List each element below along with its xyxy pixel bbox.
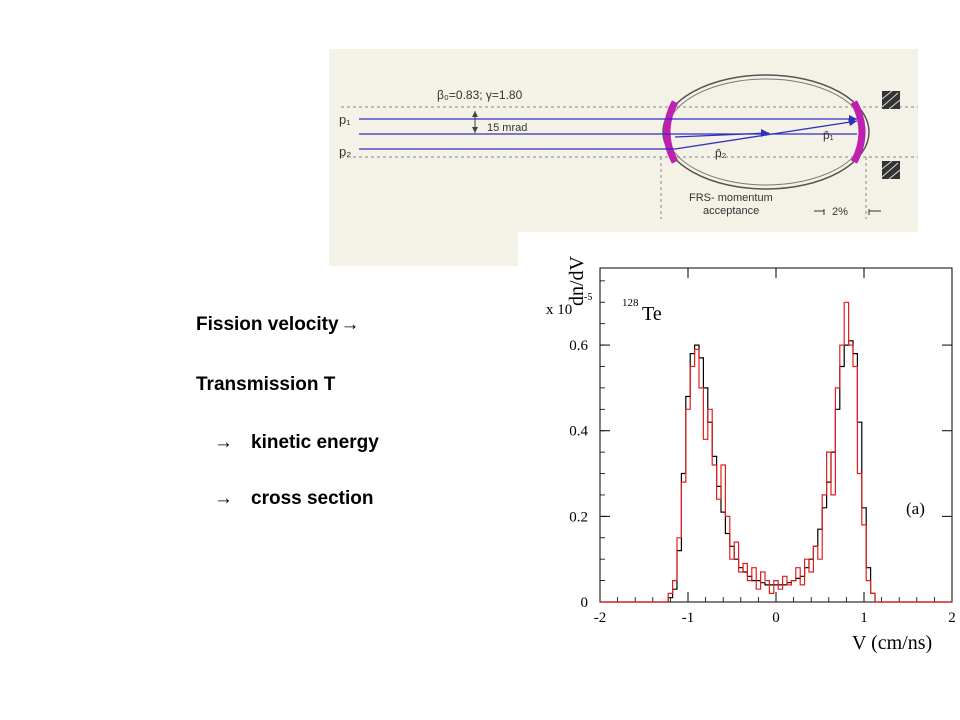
x-tick-label: -2 <box>594 610 607 626</box>
frs-label: FRS- momentum <box>689 192 773 204</box>
x-tick-label: 1 <box>860 610 868 626</box>
bullet-line1-text: Fission velocity <box>196 314 339 335</box>
velocity-distribution-chart: -2 -1 0 1 2 0 0.2 0.4 0.6 dn/dV x 10 -5 128 Te (… <box>546 255 956 654</box>
bullet-line2-text: Transmission T <box>196 374 336 395</box>
p2-bar-label: p̄₂ <box>715 146 727 160</box>
series-1-line <box>600 340 952 603</box>
y-multiplier-exponent: -5 <box>584 292 592 303</box>
right-arrow-icon: → <box>340 314 360 335</box>
beta-gamma-label: β₀=0.83; γ=1.80 <box>437 88 523 102</box>
p1-bar-label: p̄₁ <box>823 128 834 142</box>
velocity-distribution-plot: -2 -1 0 1 2 0 0.2 0.4 0.6 dn/dV x 10 -5 128 Te (… <box>518 232 960 662</box>
isotope-mass-number: 128 <box>622 297 639 309</box>
x-tick-label: -1 <box>682 610 695 626</box>
p1-label: p₁ <box>339 112 351 127</box>
x-tick-label: 0 <box>772 610 780 626</box>
ticks: -2 -1 0 1 2 0 0.2 0.4 0.6 <box>569 268 956 626</box>
percent-label: 2% <box>832 206 848 218</box>
right-arrow-icon: → <box>214 488 233 509</box>
bullet-transmission: Transmission T <box>196 374 335 396</box>
bullet-line4-text: cross section <box>251 488 374 509</box>
bullet-line3-text: kinetic energy <box>251 432 379 453</box>
x-axis-label: V (cm/ns) <box>852 632 932 654</box>
panel-label: (a) <box>906 499 925 518</box>
isotope-symbol: Te <box>642 303 662 325</box>
p2-label: p₂ <box>339 144 351 159</box>
mrad-label: 15 mrad <box>487 122 527 134</box>
series-2-line <box>600 301 952 603</box>
acceptance-label: acceptance <box>703 205 759 217</box>
right-arrow-icon: → <box>214 432 233 453</box>
x-tick-label: 2 <box>948 610 956 626</box>
bullet-fission-velocity: Fission velocity → <box>196 314 360 336</box>
bullet-kinetic-energy: → kinetic energy <box>214 432 379 454</box>
y-tick-label: 0 <box>581 595 589 611</box>
series <box>600 301 952 603</box>
y-tick-label: 0.2 <box>569 509 588 525</box>
y-axis-label: dn/dV <box>566 255 588 306</box>
y-tick-label: 0.6 <box>569 338 588 354</box>
y-multiplier: x 10 <box>546 302 572 318</box>
momentum-acceptance-diagram: β₀=0.83; γ=1.80 p₁ p₂ 15 mrad p̄₁ p̄₂ FR… <box>329 49 918 266</box>
bullet-cross-section: → cross section <box>214 488 374 510</box>
y-tick-label: 0.4 <box>569 424 588 440</box>
